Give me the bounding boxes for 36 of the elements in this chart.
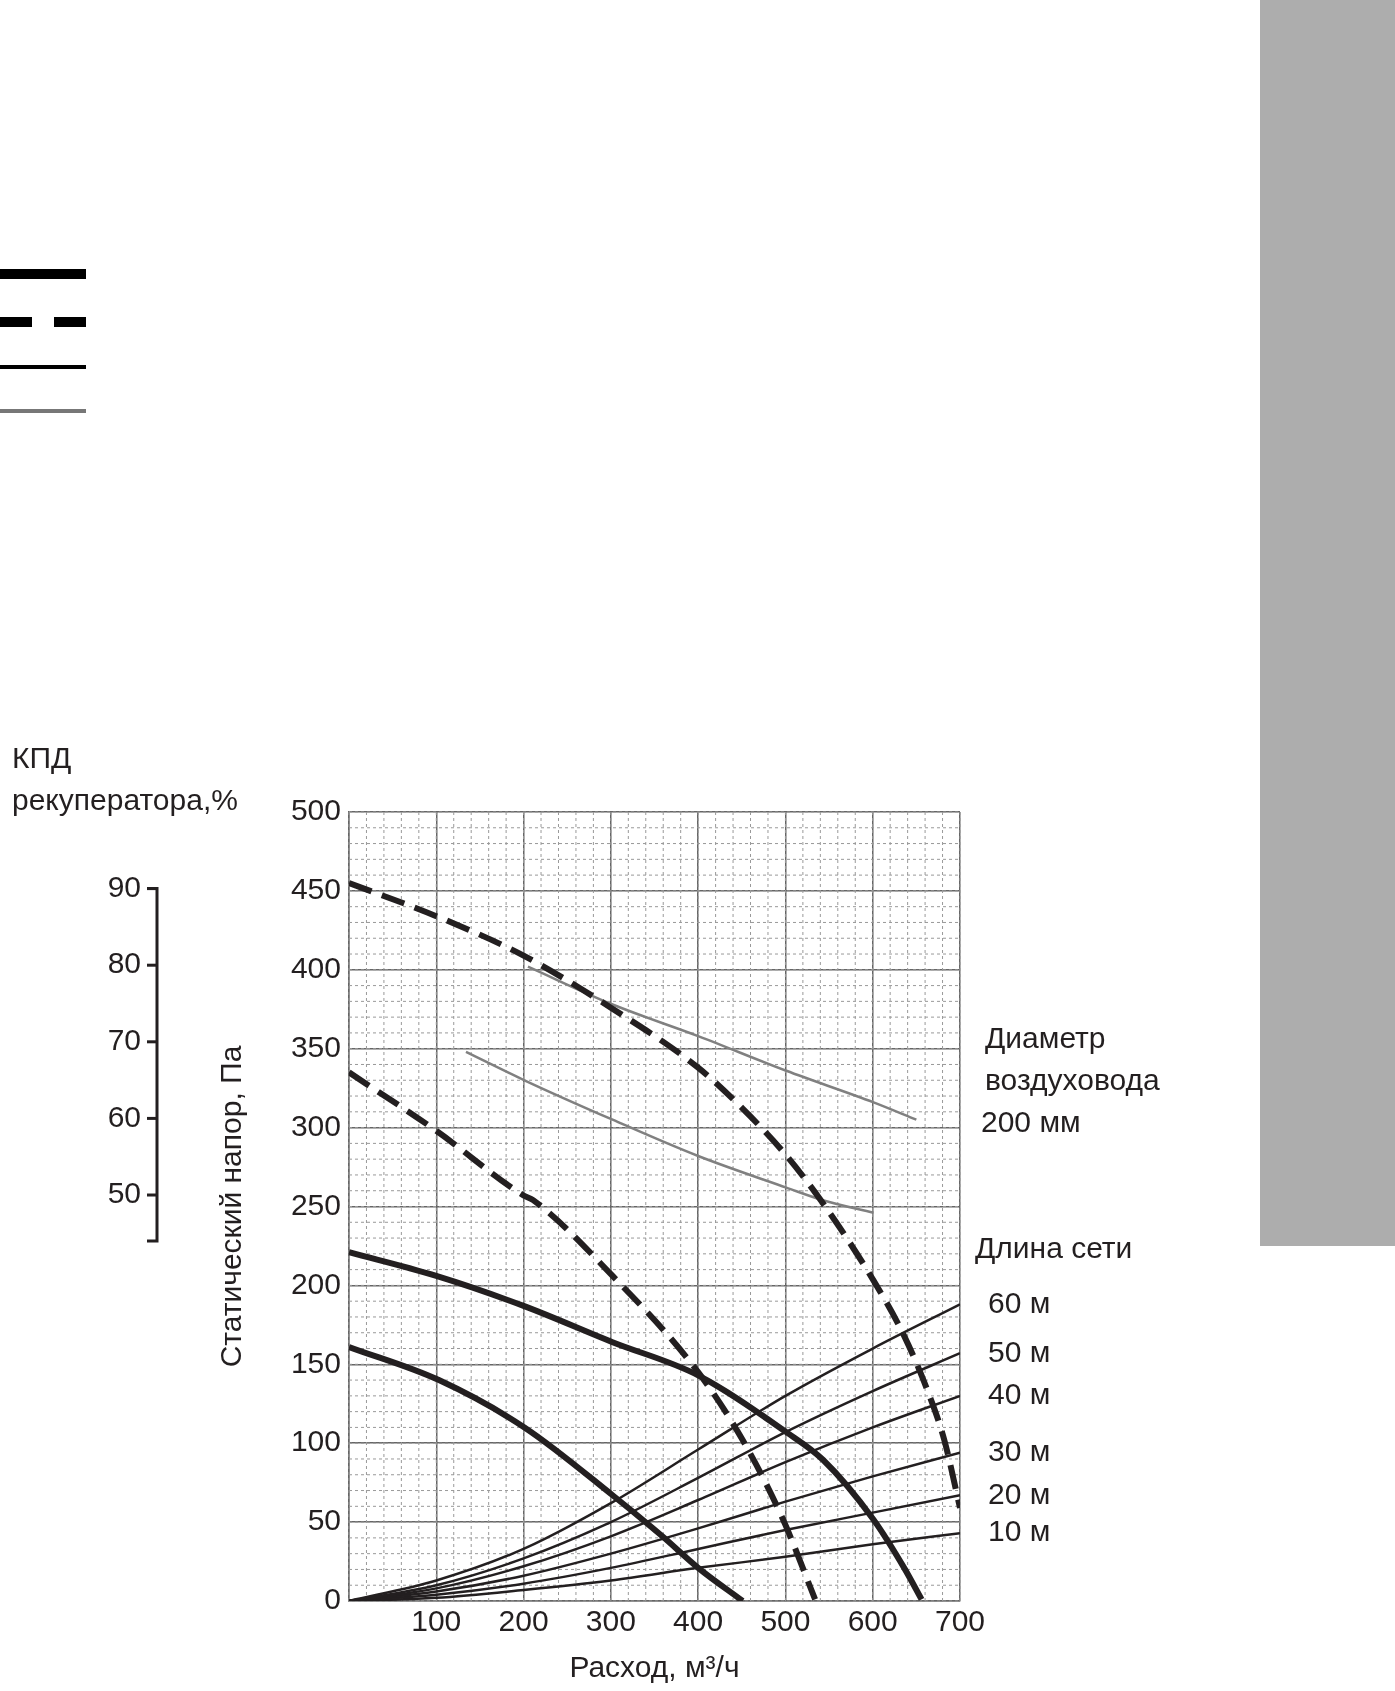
y2-tick-label: 70 — [107, 1023, 141, 1057]
y-tick-label: 100 — [290, 1424, 341, 1458]
y2-tick-label: 50 — [107, 1176, 141, 1210]
x-tick-label: 200 — [498, 1604, 549, 1638]
x-axis-title: Расход, м³/ч — [569, 1650, 740, 1684]
x-tick-label: 600 — [847, 1604, 898, 1638]
text: Диаметр воздуховода 200 мм — [981, 1021, 1161, 1139]
y-tick-label: 300 — [290, 1108, 341, 1142]
series-label: 30 м — [988, 1433, 1051, 1467]
y-axis-title: Статический напор, Па — [214, 1045, 248, 1368]
series-label: 20 м — [988, 1476, 1051, 1510]
y-tick-label: 50 — [307, 1503, 341, 1537]
series-label: 50 м — [988, 1334, 1051, 1368]
y2-axis-title: КПД рекуператора,% — [12, 741, 238, 817]
y-tick-label: 200 — [290, 1266, 341, 1300]
series-label: 60 м — [988, 1285, 1051, 1319]
x-tick-label: 500 — [760, 1604, 811, 1638]
y2-tick-label: 90 — [107, 869, 141, 903]
y-tick-label: 250 — [290, 1187, 341, 1221]
y-tick-label: 400 — [290, 951, 341, 985]
y-tick-label: 500 — [290, 793, 341, 827]
x-tick-label: 400 — [673, 1604, 724, 1638]
line-series — [526, 965, 918, 1121]
y-tick-label: 0 — [324, 1582, 341, 1616]
text: Длина сети — [975, 1231, 1133, 1265]
y-tick-label: 450 — [290, 872, 341, 906]
series-label: 40 м — [988, 1377, 1051, 1411]
y-tick-label: 350 — [290, 1029, 341, 1063]
series-label: 10 м — [988, 1514, 1051, 1548]
y2-tick-label: 80 — [107, 946, 141, 980]
line-series — [464, 1050, 875, 1215]
x-tick-label: 100 — [411, 1604, 462, 1638]
y-tick-label: 150 — [290, 1345, 341, 1379]
y2-tick-label: 60 — [107, 1099, 141, 1133]
x-tick-label: 300 — [585, 1604, 636, 1638]
x-tick-label: 700 — [934, 1604, 986, 1638]
